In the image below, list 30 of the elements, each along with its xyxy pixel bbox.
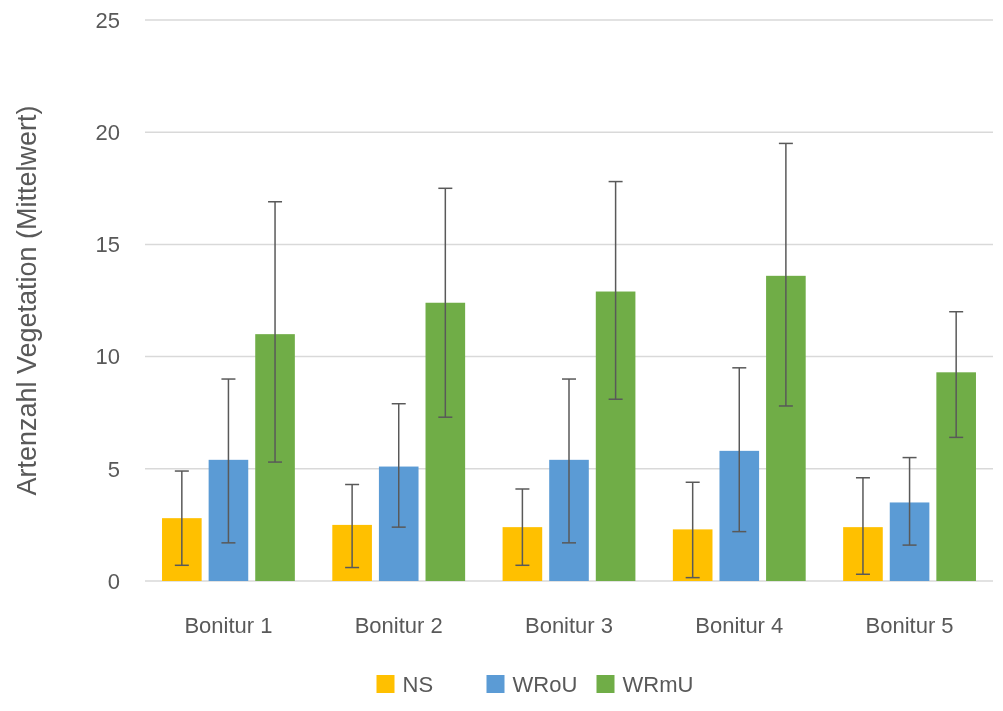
x-tick-label: Bonitur 1 [184,613,273,638]
x-tick-label: Bonitur 2 [354,613,443,638]
y-tick-label: 10 [95,344,120,370]
y-axis-title: Artenzahl Vegetation (Mittelwert) [12,105,42,496]
x-tick-label: Bonitur 4 [695,613,784,638]
bar [719,450,760,581]
bar [255,334,295,581]
y-tick-label: 5 [107,456,120,482]
bar [425,302,466,581]
bar [936,372,976,581]
y-tick-label: 0 [107,568,120,594]
bar [549,459,589,581]
legend-label: WRmU [622,671,694,697]
x-tick-label: Bonitur 3 [524,613,614,638]
bar [889,502,930,581]
bar [595,291,636,581]
bar [162,518,202,581]
y-tick-label: 20 [95,119,120,145]
bar [332,524,372,581]
bar [843,527,883,581]
bar [378,466,419,581]
bar [766,275,806,581]
legend-label: WRoU [512,671,578,697]
y-tick-label: 15 [95,232,120,258]
bar [672,529,713,581]
y-tick-label: 25 [95,7,120,33]
legend-label: NS [402,671,434,697]
x-tick-label: Bonitur 5 [865,613,954,638]
bar [208,459,249,581]
bar [502,527,543,581]
